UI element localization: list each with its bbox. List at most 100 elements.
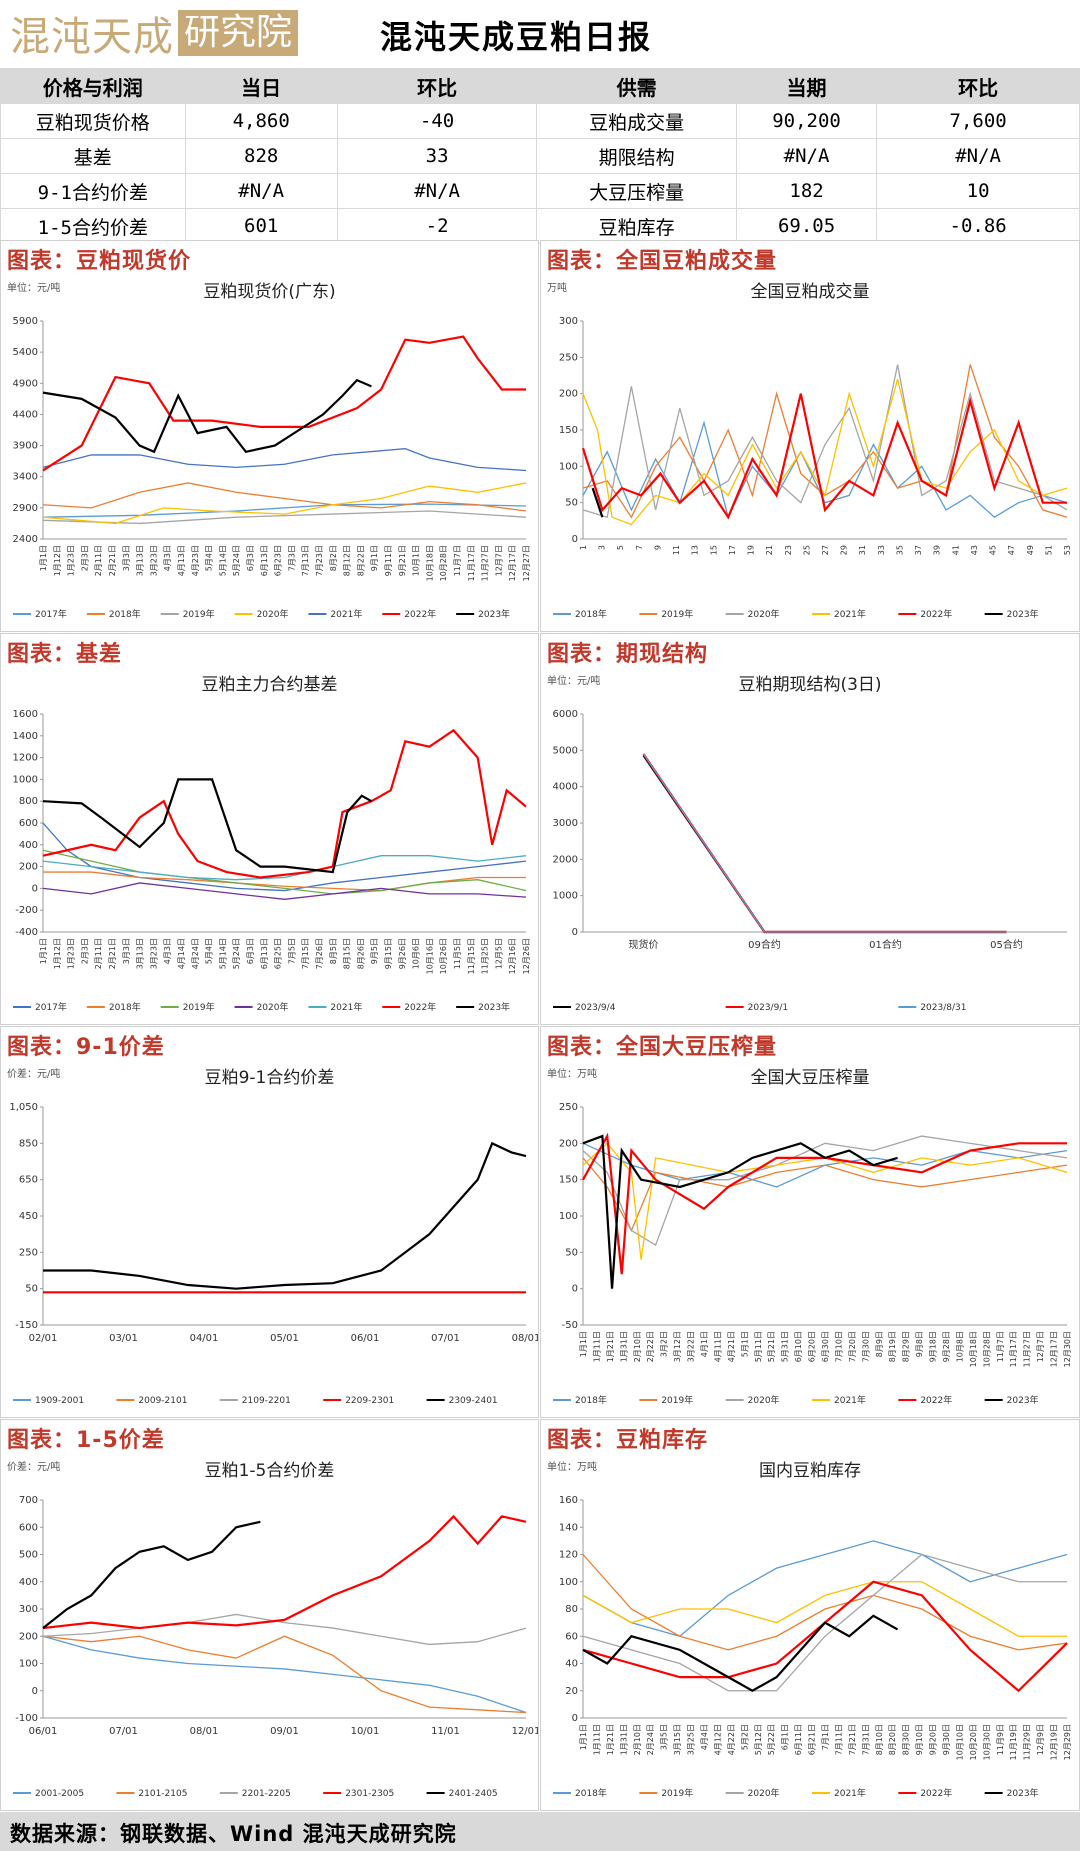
panel-meal-stock: 图表：豆粕库存 国内豆粕库存 单位：万吨 0 20 40 60 80 100 120 140 160… bbox=[540, 1419, 1080, 1811]
x-tick-label: 9月28日 bbox=[942, 1331, 951, 1362]
kpi-row: 9-1合约价差 #N/A #N/A 大豆压榨量 182 10 bbox=[0, 173, 1080, 209]
x-tick-label: 7月3日 bbox=[287, 545, 296, 571]
x-tick-label: 4月13日 bbox=[177, 545, 186, 576]
kpi-row: 1-5合约价差 601 -2 豆粕库存 69.05 -0.86 bbox=[0, 208, 1080, 244]
x-tick-label: 8月9日 bbox=[875, 1331, 884, 1357]
x-tick-label: 25 bbox=[802, 545, 811, 555]
x-tick-label: 10月10日 bbox=[955, 1724, 964, 1760]
y-tick-label: 600 bbox=[19, 1522, 38, 1533]
x-tick-label: 3月15日 bbox=[673, 1724, 682, 1755]
x-tick-label: 9月15日 bbox=[384, 938, 393, 969]
series-line bbox=[42, 378, 372, 454]
x-tick-label: 17 bbox=[728, 545, 737, 555]
x-tick-label: 5月24日 bbox=[232, 545, 241, 576]
x-tick-label: 08/01 bbox=[512, 1333, 538, 1344]
chart-spot-price: 豆粕现货价(广东) 单位：元/吨 2400 2900 3400 3900 4400 4900 5… bbox=[1, 275, 538, 631]
y-tick-label: 200 bbox=[19, 862, 38, 873]
x-tick-label: 43 bbox=[970, 545, 979, 555]
x-tick-label: 12月16日 bbox=[508, 938, 517, 974]
y-tick-label: 200 bbox=[19, 1631, 38, 1642]
x-tick-label: 09/01 bbox=[270, 1726, 299, 1737]
legend-label: 2109-2201 bbox=[242, 1396, 291, 1406]
x-tick-label: 4月23日 bbox=[191, 545, 200, 576]
kpi-change: 10 bbox=[876, 173, 1080, 209]
kpi-label: 期限结构 bbox=[536, 138, 737, 174]
kpi-header-cell: 环比 bbox=[876, 68, 1080, 104]
kpi-change: -2 bbox=[336, 208, 538, 244]
chart-spread-1-5: 豆粕1-5合约价差 价差：元/吨 -100 0 100 200 300 400 500 600 70… bbox=[1, 1454, 538, 1810]
legend-label: 2021年 bbox=[834, 608, 866, 620]
series-line bbox=[582, 1581, 1067, 1637]
y-tick-label: 4900 bbox=[13, 378, 38, 389]
legend-label: 1909-2001 bbox=[35, 1396, 84, 1406]
y-tick-label: 650 bbox=[19, 1175, 38, 1186]
kpi-header-cell: 当日 bbox=[184, 68, 338, 104]
kpi-change: -0.86 bbox=[876, 208, 1080, 244]
chart-title: 全国豆粕成交量 bbox=[751, 282, 870, 302]
panel-spread-1-5: 图表：1-5价差 豆粕1-5合约价差 价差：元/吨 -100 0 100 200 300 40… bbox=[0, 1419, 539, 1811]
report-header: 混沌天成 研究院 混沌天成豆粕日报 bbox=[0, 0, 1080, 69]
x-tick-label: 3月2日 bbox=[660, 1331, 669, 1357]
kpi-header-cell: 当期 bbox=[735, 68, 878, 104]
y-tick-label: 160 bbox=[559, 1495, 578, 1506]
kpi-value: 182 bbox=[735, 173, 878, 209]
chart-unit-label: 万吨 bbox=[547, 281, 567, 294]
x-tick-label: 6月11日 bbox=[794, 1724, 803, 1755]
x-tick-label: 06/01 bbox=[351, 1333, 380, 1344]
y-tick-label: 20 bbox=[565, 1686, 578, 1697]
kpi-change: #N/A bbox=[876, 138, 1080, 174]
series-line bbox=[582, 1540, 1068, 1637]
y-tick-label: 60 bbox=[565, 1631, 578, 1642]
x-tick-label: 8月15日 bbox=[343, 938, 352, 969]
kpi-value: 69.05 bbox=[735, 208, 878, 244]
legend-label: 2019年 bbox=[661, 1394, 693, 1406]
chart-title: 豆粕1-5合约价差 bbox=[205, 1461, 335, 1481]
x-tick-label: 4月3日 bbox=[163, 545, 172, 571]
x-tick-label: 4月21日 bbox=[727, 1331, 736, 1362]
x-tick-label: 11月7日 bbox=[453, 545, 462, 576]
panel-title: 图表：1-5价差 bbox=[7, 1428, 165, 1453]
x-tick-label: 9月10日 bbox=[915, 1724, 924, 1755]
x-tick-label: 5月22日 bbox=[767, 1724, 776, 1755]
x-tick-label: 11/01 bbox=[431, 1726, 460, 1737]
y-tick-label: 150 bbox=[559, 1175, 578, 1186]
panel-title: 图表：期现结构 bbox=[547, 642, 709, 667]
x-tick-label: 10月26日 bbox=[439, 938, 448, 974]
y-tick-label: 4000 bbox=[553, 782, 578, 793]
kpi-change: -40 bbox=[336, 103, 538, 139]
x-tick-label: 06/01 bbox=[29, 1726, 58, 1737]
x-tick-label: 11月15日 bbox=[467, 938, 476, 974]
y-tick-label: 0 bbox=[572, 1284, 578, 1295]
x-tick-label: 7月10日 bbox=[834, 1331, 843, 1362]
panel-title: 图表：豆粕现货价 bbox=[7, 249, 192, 274]
y-tick-label: 0 bbox=[572, 927, 578, 938]
y-tick-label: 3900 bbox=[13, 441, 38, 452]
x-tick-label: 8月2日 bbox=[329, 545, 338, 571]
x-tick-label: 37 bbox=[914, 545, 923, 555]
y-tick-label: -200 bbox=[15, 905, 38, 916]
legend-label: 2209-2301 bbox=[345, 1396, 394, 1406]
chart-spread-9-1: 豆粕9-1合约价差 价差：元/吨 -150 50 250 450 650 850 1,050 02… bbox=[1, 1061, 538, 1417]
panel-title: 图表：全国豆粕成交量 bbox=[547, 249, 778, 274]
legend-label: 2018年 bbox=[575, 608, 607, 620]
series-line bbox=[582, 1134, 898, 1289]
x-tick-label: 7月21日 bbox=[848, 1724, 857, 1755]
x-tick-label: 10月30日 bbox=[982, 1724, 991, 1760]
y-tick-label: 4400 bbox=[13, 409, 38, 420]
y-tick-label: 250 bbox=[559, 352, 578, 363]
legend-label: 2017年 bbox=[35, 1001, 67, 1013]
y-tick-label: 50 bbox=[565, 498, 578, 509]
legend-label: 2309-2401 bbox=[449, 1396, 498, 1406]
legend-label: 2021年 bbox=[330, 1001, 362, 1013]
kpi-label: 豆粕成交量 bbox=[536, 103, 737, 139]
x-tick-label: 1月31日 bbox=[619, 1331, 628, 1362]
x-tick-label: 12月5日 bbox=[494, 938, 503, 969]
kpi-value: #N/A bbox=[735, 138, 878, 174]
series-line bbox=[42, 855, 527, 881]
x-tick-label: 49 bbox=[1026, 545, 1035, 555]
x-tick-label: 10月18日 bbox=[969, 1331, 978, 1367]
legend-label: 2018年 bbox=[109, 1001, 141, 1013]
chart-unit-label: 单位：元/吨 bbox=[7, 281, 60, 294]
x-tick-label: 12月17日 bbox=[1050, 1331, 1059, 1367]
y-tick-label: 700 bbox=[19, 1495, 38, 1506]
